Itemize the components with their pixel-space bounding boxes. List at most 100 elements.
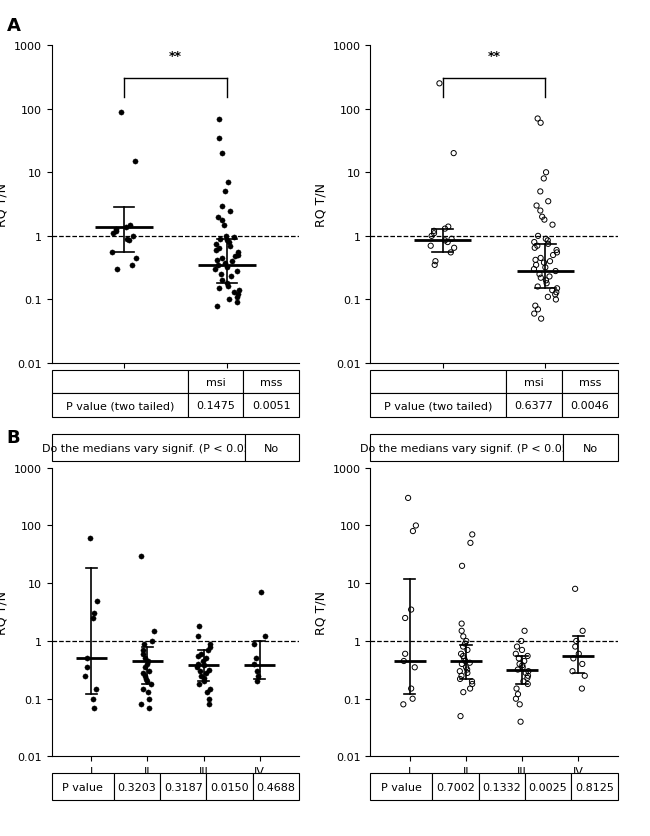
Point: [543, 196, 553, 209]
Point: [551, 293, 561, 307]
Point: [201, 666, 211, 680]
Point: [541, 166, 551, 180]
Point: [532, 280, 543, 293]
Point: [460, 637, 470, 650]
Point: [528, 263, 539, 277]
Point: [512, 682, 522, 696]
Point: [523, 665, 534, 678]
Point: [458, 630, 469, 644]
Point: [570, 583, 580, 596]
Point: [226, 255, 237, 268]
Point: [511, 647, 521, 660]
Point: [194, 619, 204, 633]
Point: [547, 284, 558, 298]
Point: [224, 293, 235, 307]
Point: [517, 644, 527, 657]
Point: [214, 132, 224, 145]
Point: [80, 670, 90, 683]
Point: [198, 659, 209, 672]
Point: [193, 650, 203, 663]
Point: [205, 640, 215, 654]
Point: [461, 635, 471, 648]
Point: [192, 660, 203, 674]
Point: [521, 666, 531, 680]
Point: [406, 682, 417, 696]
Point: [539, 214, 549, 227]
Point: [530, 254, 541, 268]
Y-axis label: RQ T/N: RQ T/N: [314, 590, 327, 635]
Point: [408, 692, 418, 706]
Point: [87, 612, 98, 625]
Point: [461, 660, 471, 674]
Point: [518, 675, 528, 688]
Point: [577, 657, 588, 670]
Point: [252, 665, 263, 678]
Point: [517, 660, 528, 674]
Point: [544, 271, 554, 284]
Point: [212, 299, 222, 313]
Point: [447, 232, 457, 246]
Point: [124, 234, 135, 247]
Point: [222, 262, 232, 275]
Point: [88, 692, 98, 706]
Text: A: A: [6, 17, 20, 35]
Point: [203, 644, 213, 657]
Point: [217, 274, 228, 288]
Point: [214, 283, 224, 296]
Point: [551, 244, 562, 257]
Point: [224, 205, 235, 218]
Point: [434, 78, 445, 91]
Point: [465, 682, 475, 696]
Point: [201, 652, 211, 665]
Point: [448, 147, 459, 161]
Point: [136, 549, 146, 563]
Point: [138, 637, 149, 650]
Point: [112, 263, 122, 277]
Point: [253, 670, 263, 683]
Point: [250, 652, 261, 665]
Point: [523, 677, 533, 691]
Point: [233, 247, 243, 260]
Point: [456, 670, 467, 683]
Point: [577, 682, 587, 696]
Point: [142, 675, 152, 688]
Point: [458, 650, 469, 663]
Point: [541, 278, 552, 291]
Point: [539, 172, 549, 186]
Point: [523, 650, 533, 663]
Point: [465, 537, 476, 550]
Point: [462, 666, 473, 680]
Point: [536, 252, 546, 265]
Point: [204, 637, 214, 650]
Point: [516, 635, 526, 648]
Point: [531, 259, 541, 273]
Point: [81, 660, 92, 674]
Point: [456, 617, 467, 630]
Point: [128, 230, 138, 243]
Point: [536, 313, 547, 326]
Point: [216, 268, 226, 282]
Point: [222, 278, 233, 291]
Point: [196, 647, 206, 660]
Point: [567, 665, 578, 678]
X-axis label: stage: stage: [476, 782, 512, 795]
Point: [514, 652, 524, 665]
Point: [455, 710, 465, 723]
Point: [199, 675, 209, 688]
Point: [226, 271, 236, 284]
Point: [457, 657, 467, 670]
Point: [456, 647, 466, 660]
Point: [580, 670, 590, 683]
Point: [220, 257, 231, 270]
Point: [216, 214, 227, 227]
Point: [552, 283, 562, 296]
Point: [144, 701, 154, 715]
Point: [196, 670, 206, 683]
Point: [535, 186, 545, 199]
Point: [136, 698, 146, 711]
Point: [89, 607, 99, 620]
Point: [222, 176, 233, 190]
Point: [573, 647, 584, 660]
Point: [116, 105, 126, 119]
Point: [214, 242, 224, 255]
